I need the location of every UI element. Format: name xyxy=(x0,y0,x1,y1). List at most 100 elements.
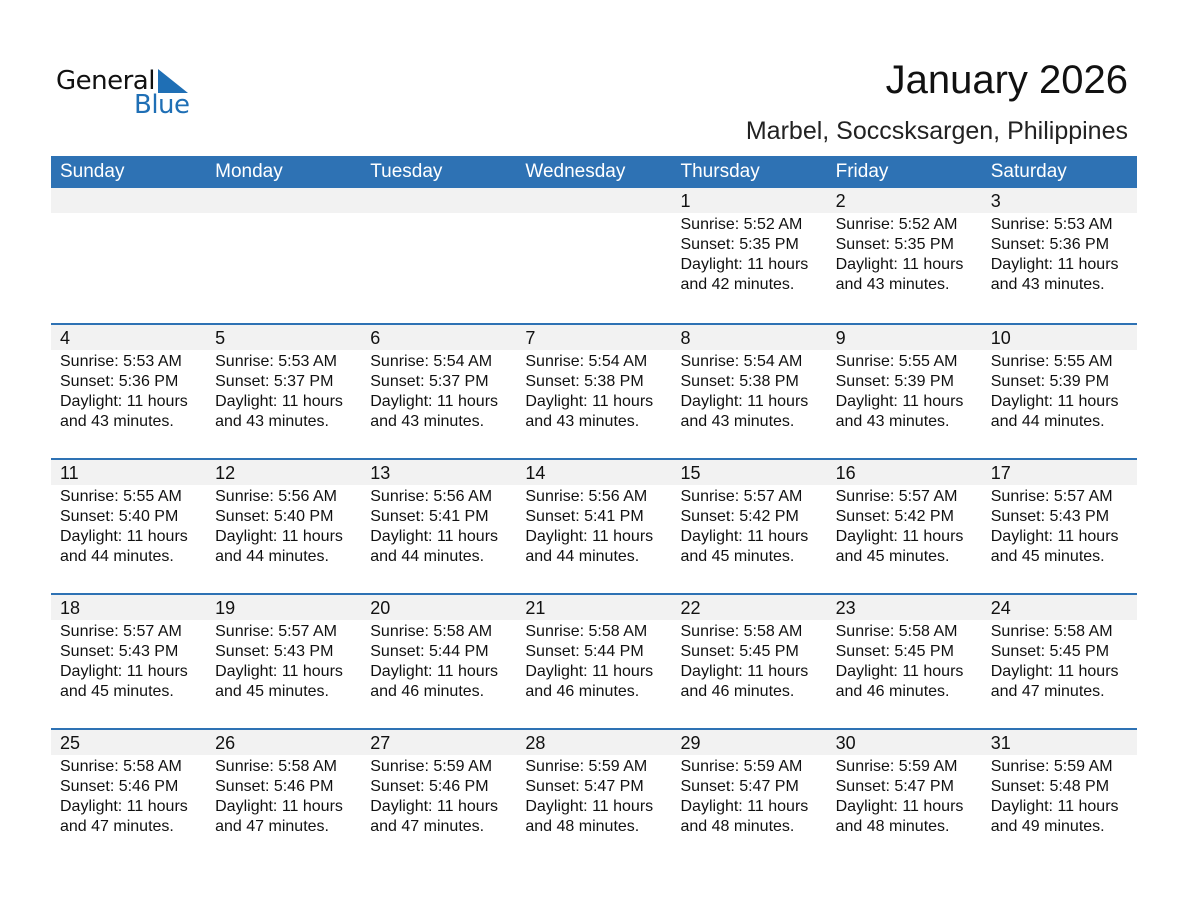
week-row: 18 19 20 21 22 23 24 Sunrise: 5:57 AM Sunset: 5:… xyxy=(51,593,1137,728)
daylight-text: Daylight: 11 hours xyxy=(525,663,654,680)
sunset-text: Sunset: 5:38 PM xyxy=(525,373,644,390)
day-number: 20 xyxy=(370,598,391,618)
day-cell-header: 16 xyxy=(827,460,982,485)
daylight-text: Daylight: 11 hours xyxy=(370,393,499,410)
day-number: 14 xyxy=(525,463,546,483)
daylight-text: Daylight: 11 hours xyxy=(60,663,188,680)
daylight-text: Daylight: 11 hours xyxy=(990,663,1119,680)
daylight-text: and 44 minutes. xyxy=(60,548,174,565)
day-details-row: Sunrise: 5:55 AM Sunset: 5:40 PM Daylight:… xyxy=(51,485,1137,567)
day-cell-header: 25 xyxy=(51,730,206,755)
sunrise-text: Sunrise: 5:55 AM xyxy=(990,353,1113,370)
sunset-text: Sunset: 5:47 PM xyxy=(680,778,799,795)
daylight-text: and 45 minutes. xyxy=(60,683,174,700)
day-cell-header: 1 xyxy=(672,188,827,213)
day-number: 16 xyxy=(835,463,856,483)
sunrise-text: Sunrise: 5:58 AM xyxy=(60,758,182,775)
day-cell xyxy=(361,213,516,295)
day-number: 6 xyxy=(370,328,381,348)
sunset-text: Sunset: 5:45 PM xyxy=(680,643,799,660)
sunrise-text: Sunrise: 5:59 AM xyxy=(370,758,493,775)
sunset-text: Sunset: 5:43 PM xyxy=(215,643,334,660)
daylight-text: Daylight: 11 hours xyxy=(370,798,499,815)
day-cell-header: 6 xyxy=(361,325,516,350)
weekday-friday: Friday xyxy=(835,161,889,182)
sunset-text: Sunset: 5:41 PM xyxy=(370,508,489,525)
daylight-text: and 47 minutes. xyxy=(60,818,174,835)
day-cell-header xyxy=(516,188,671,213)
day-cell xyxy=(516,213,671,295)
day-cell: Sunrise: 5:53 AM Sunset: 5:36 PM Daylight:… xyxy=(982,213,1137,295)
daylight-text: Daylight: 11 hours xyxy=(835,256,964,273)
day-number: 28 xyxy=(525,733,546,753)
sunset-text: Sunset: 5:35 PM xyxy=(835,236,954,253)
day-cell-header: 28 xyxy=(516,730,671,755)
day-cell-header: 21 xyxy=(516,595,671,620)
logo: General Blue xyxy=(56,66,196,120)
daylight-text: Daylight: 11 hours xyxy=(215,663,343,680)
day-cell: Sunrise: 5:58 AM Sunset: 5:45 PM Daylight:… xyxy=(827,620,982,702)
day-cell: Sunrise: 5:59 AM Sunset: 5:47 PM Daylight:… xyxy=(827,755,982,837)
sunrise-text: Sunrise: 5:58 AM xyxy=(215,758,337,775)
day-number: 12 xyxy=(215,463,236,483)
daylight-text: and 44 minutes. xyxy=(525,548,640,565)
sunrise-text: Sunrise: 5:57 AM xyxy=(680,488,803,505)
daylight-text: and 44 minutes. xyxy=(990,413,1105,430)
daylight-text: and 47 minutes. xyxy=(215,818,329,835)
day-number: 7 xyxy=(525,328,536,348)
daylight-text: Daylight: 11 hours xyxy=(990,393,1119,410)
day-cell: Sunrise: 5:58 AM Sunset: 5:44 PM Daylight:… xyxy=(516,620,671,702)
weekday-tuesday: Tuesday xyxy=(370,161,443,182)
sunset-text: Sunset: 5:35 PM xyxy=(680,236,799,253)
daylight-text: Daylight: 11 hours xyxy=(60,528,188,545)
sunrise-text: Sunrise: 5:57 AM xyxy=(835,488,958,505)
day-number: 8 xyxy=(680,328,691,348)
sunset-text: Sunset: 5:43 PM xyxy=(60,643,179,660)
day-number-band: 25 26 27 28 29 30 31 xyxy=(51,730,1137,755)
sunrise-text: Sunrise: 5:53 AM xyxy=(990,216,1113,233)
day-number: 2 xyxy=(835,191,846,211)
daylight-text: and 46 minutes. xyxy=(370,683,485,700)
sunrise-text: Sunrise: 5:53 AM xyxy=(215,353,337,370)
daylight-text: Daylight: 11 hours xyxy=(370,528,499,545)
daylight-text: Daylight: 11 hours xyxy=(370,663,499,680)
day-number: 1 xyxy=(680,191,691,211)
sunrise-text: Sunrise: 5:52 AM xyxy=(680,216,803,233)
day-cell-header: 8 xyxy=(672,325,827,350)
sunrise-text: Sunrise: 5:57 AM xyxy=(215,623,337,640)
page-title: January 2026 xyxy=(885,58,1128,102)
sunrise-text: Sunrise: 5:59 AM xyxy=(680,758,803,775)
sunrise-text: Sunrise: 5:58 AM xyxy=(370,623,493,640)
day-number: 29 xyxy=(680,733,701,753)
day-number: 30 xyxy=(835,733,856,753)
day-number: 17 xyxy=(990,463,1011,483)
daylight-text: and 43 minutes. xyxy=(525,413,640,430)
sunrise-text: Sunrise: 5:58 AM xyxy=(990,623,1113,640)
day-number: 27 xyxy=(370,733,391,753)
logo-text-blue: Blue xyxy=(134,90,190,120)
day-cell: Sunrise: 5:56 AM Sunset: 5:40 PM Daylight:… xyxy=(206,485,361,567)
day-cell-header: 14 xyxy=(516,460,671,485)
sunrise-text: Sunrise: 5:55 AM xyxy=(60,488,182,505)
sunset-text: Sunset: 5:47 PM xyxy=(835,778,954,795)
day-cell: Sunrise: 5:57 AM Sunset: 5:43 PM Daylight:… xyxy=(51,620,206,702)
sunrise-text: Sunrise: 5:58 AM xyxy=(835,623,958,640)
day-number: 3 xyxy=(990,191,1001,211)
sunrise-text: Sunrise: 5:54 AM xyxy=(370,353,493,370)
location-subtitle: Marbel, Soccsksargen, Philippines xyxy=(745,117,1128,145)
day-cell: Sunrise: 5:55 AM Sunset: 5:39 PM Daylight:… xyxy=(827,350,982,432)
daylight-text: and 43 minutes. xyxy=(215,413,329,430)
daylight-text: Daylight: 11 hours xyxy=(60,393,188,410)
day-cell-header: 13 xyxy=(361,460,516,485)
day-number: 10 xyxy=(990,328,1011,348)
day-cell: Sunrise: 5:59 AM Sunset: 5:48 PM Daylight:… xyxy=(982,755,1137,837)
day-cell: Sunrise: 5:56 AM Sunset: 5:41 PM Daylight:… xyxy=(516,485,671,567)
day-cell: Sunrise: 5:59 AM Sunset: 5:47 PM Daylight:… xyxy=(516,755,671,837)
day-number: 23 xyxy=(835,598,856,618)
logo-triangle-icon xyxy=(158,69,188,93)
day-number: 25 xyxy=(60,733,81,753)
day-number: 5 xyxy=(215,328,226,348)
day-cell-header xyxy=(361,188,516,213)
day-cell-header: 15 xyxy=(672,460,827,485)
daylight-text: Daylight: 11 hours xyxy=(60,798,188,815)
